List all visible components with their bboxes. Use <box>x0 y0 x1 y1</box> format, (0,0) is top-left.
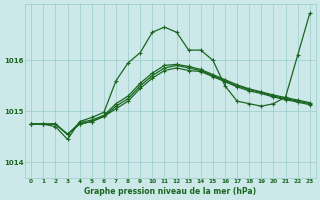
X-axis label: Graphe pression niveau de la mer (hPa): Graphe pression niveau de la mer (hPa) <box>84 187 257 196</box>
